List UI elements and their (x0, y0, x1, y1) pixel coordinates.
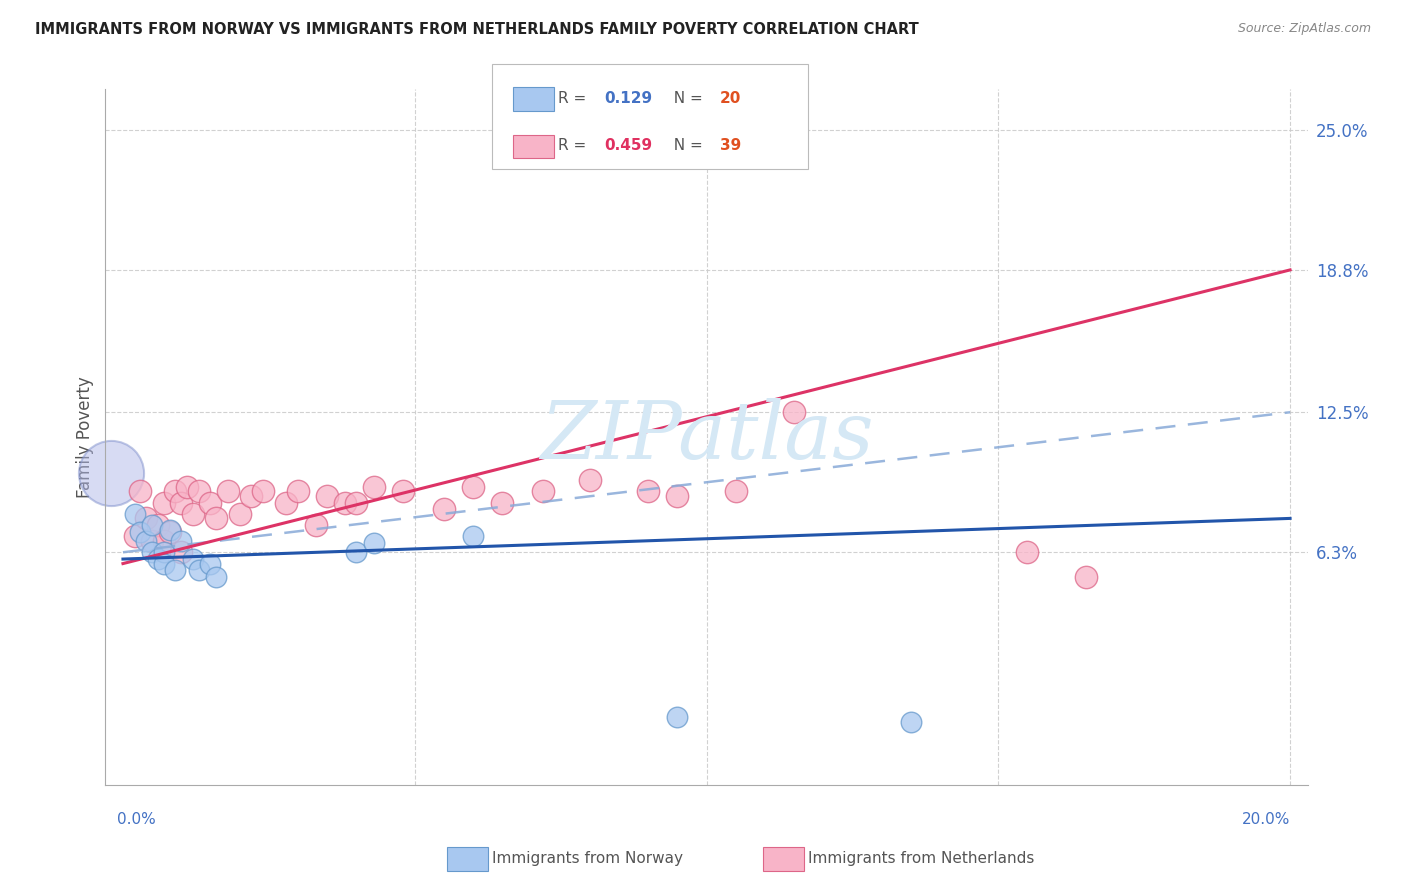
Point (170, 495, 193, 509)
Point (165, 563, 187, 577)
Point (153, 545, 176, 559)
Point (531, 484, 554, 499)
Text: N =: N = (664, 91, 707, 105)
Point (316, 489, 339, 503)
Point (578, 473, 600, 487)
Point (666, 710, 689, 724)
Point (159, 523, 181, 537)
Point (170, 533, 193, 548)
Point (205, 511, 228, 525)
Point (363, 536, 385, 550)
Text: 0.459: 0.459 (605, 138, 652, 153)
Point (783, 405, 806, 419)
Point (287, 484, 309, 499)
Point (153, 557, 176, 571)
Point (433, 502, 456, 516)
Point (129, 524, 152, 539)
Point (217, 484, 239, 499)
Point (1074, 570, 1097, 584)
Point (344, 495, 367, 509)
Point (187, 484, 209, 499)
Point (1017, 545, 1039, 559)
Point (363, 480, 385, 494)
Point (200, 495, 222, 509)
Point (146, 552, 169, 566)
Text: N =: N = (664, 138, 707, 153)
Text: 20: 20 (720, 91, 741, 105)
Point (124, 529, 146, 543)
Point (153, 533, 176, 548)
Text: Immigrants from Norway: Immigrants from Norway (492, 851, 683, 865)
Point (141, 518, 163, 533)
Point (153, 495, 176, 509)
Text: ZIPatlas: ZIPatlas (540, 399, 873, 475)
Point (252, 484, 274, 499)
Point (900, 714, 922, 729)
Point (637, 484, 659, 499)
Point (165, 484, 187, 499)
Point (333, 495, 356, 509)
Point (461, 529, 484, 543)
Text: R =: R = (558, 91, 592, 105)
Point (344, 545, 367, 559)
Point (146, 518, 169, 533)
Text: 0.0%: 0.0% (117, 812, 156, 827)
Text: Source: ZipAtlas.com: Source: ZipAtlas.com (1237, 22, 1371, 36)
Point (205, 570, 228, 584)
Point (181, 507, 204, 521)
Point (200, 557, 222, 571)
Point (666, 489, 689, 503)
Text: 20.0%: 20.0% (1241, 812, 1291, 827)
Point (240, 489, 263, 503)
Point (170, 545, 193, 559)
Y-axis label: Family Poverty: Family Poverty (76, 376, 94, 498)
Point (124, 507, 146, 521)
Text: R =: R = (558, 138, 592, 153)
Point (181, 552, 204, 566)
Point (392, 484, 415, 499)
Point (491, 495, 513, 509)
Point (461, 480, 484, 494)
Text: 0.129: 0.129 (605, 91, 652, 105)
Point (187, 563, 209, 577)
Text: IMMIGRANTS FROM NORWAY VS IMMIGRANTS FROM NETHERLANDS FAMILY POVERTY CORRELATION: IMMIGRANTS FROM NORWAY VS IMMIGRANTS FRO… (35, 22, 920, 37)
Text: Immigrants from Netherlands: Immigrants from Netherlands (808, 851, 1035, 865)
Point (100, 467, 122, 481)
Point (141, 545, 163, 559)
Text: 39: 39 (720, 138, 741, 153)
Point (276, 495, 298, 509)
Point (159, 524, 181, 539)
Point (141, 533, 163, 548)
Point (129, 484, 152, 499)
Point (135, 533, 157, 548)
Point (228, 507, 250, 521)
Point (724, 484, 747, 499)
Point (135, 511, 157, 525)
Point (176, 480, 198, 494)
Point (304, 518, 326, 533)
